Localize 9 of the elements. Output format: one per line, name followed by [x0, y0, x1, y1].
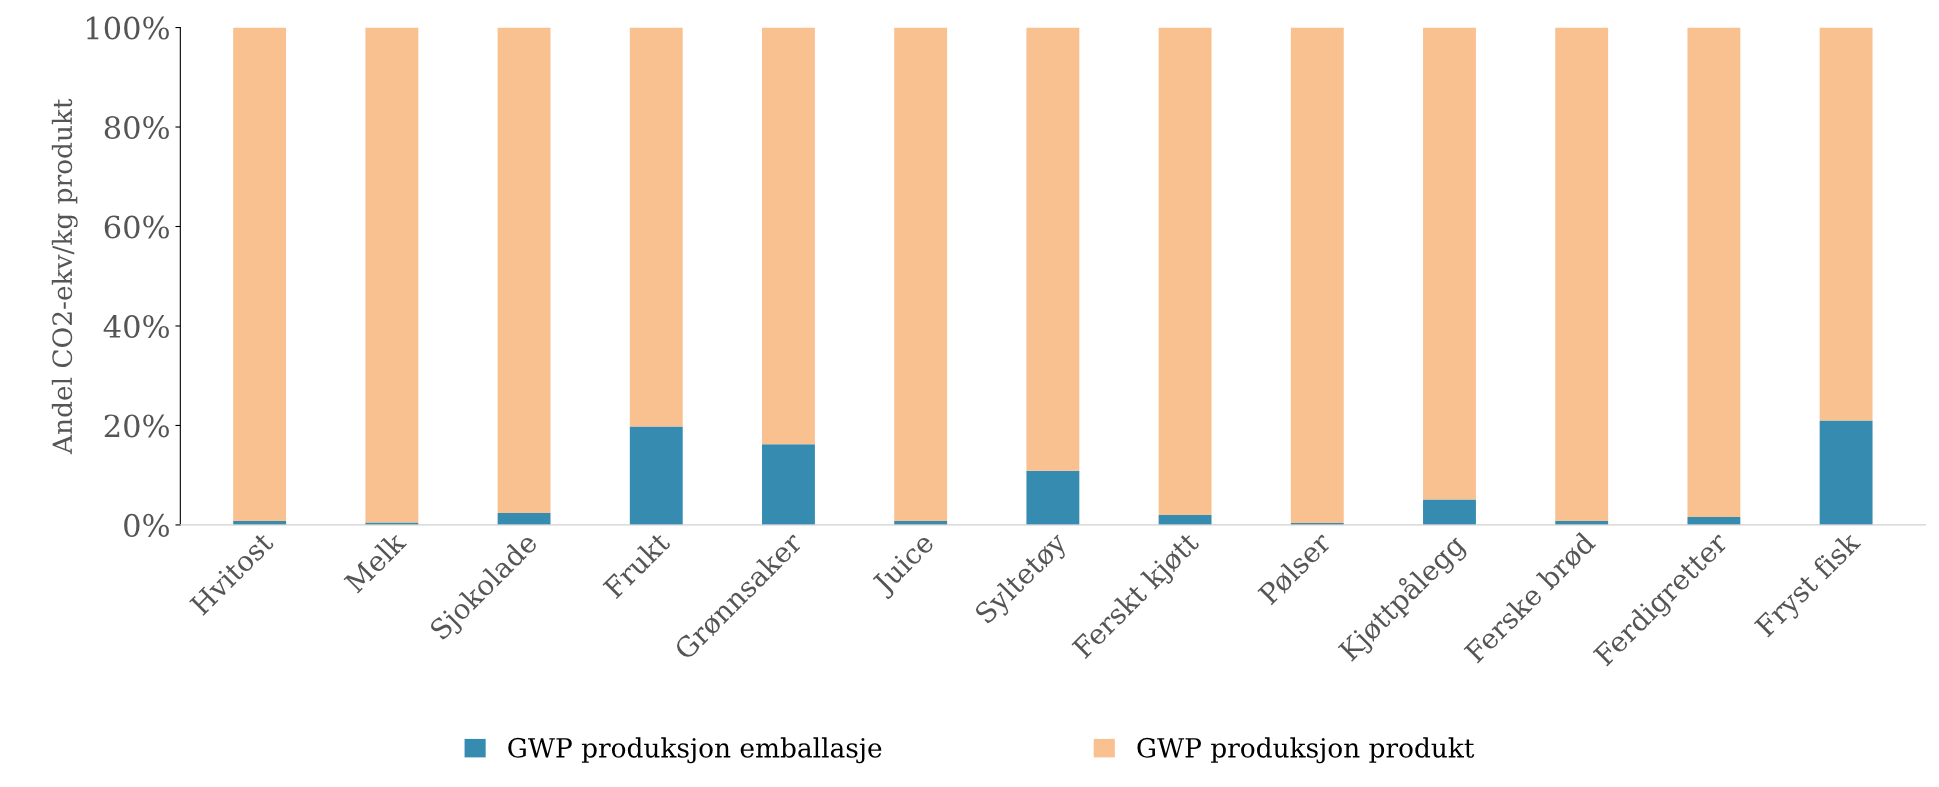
- y-tick-label: 60%: [104, 215, 169, 239]
- y-tick-label: 0%: [124, 513, 169, 537]
- legend-label: GWP produksjon produkt: [1137, 737, 1475, 764]
- legend-label: GWP produksjon emballasje: [508, 737, 882, 764]
- y-tick-label: 80%: [104, 115, 169, 140]
- y-tick-label: 20%: [104, 414, 169, 438]
- y-tick-label: 100%: [86, 16, 169, 40]
- y-axis-title: Andel CO2-ekv/kg produkt: [51, 98, 78, 455]
- y-tick-label: 40%: [103, 314, 169, 339]
